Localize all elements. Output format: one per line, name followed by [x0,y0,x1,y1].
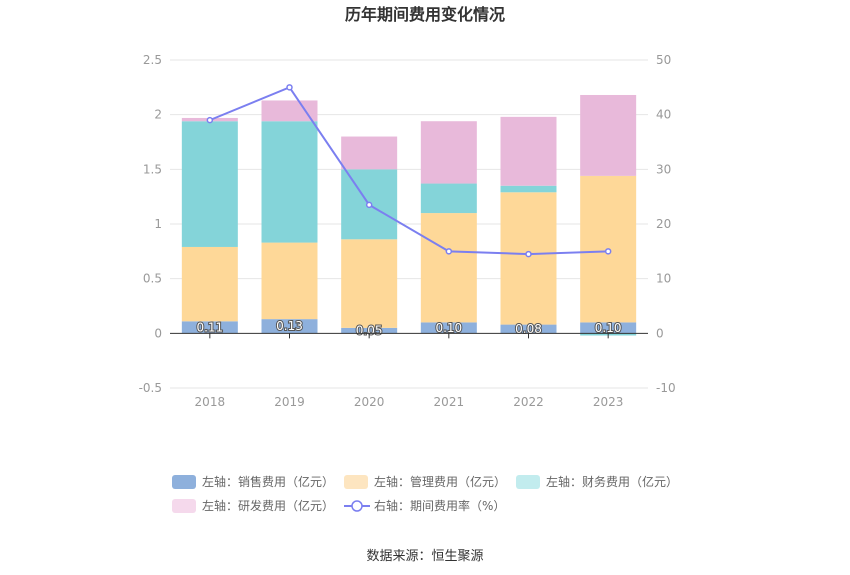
bar-2019-series-2 [261,121,318,243]
chart-title: 历年期间费用变化情况 [345,5,505,24]
legend-swatch [172,475,196,489]
x-axis-label: 2020 [354,395,385,409]
right-axis-tick: 30 [656,162,671,176]
right-axis-tick: 20 [656,217,671,231]
axis-layer: 2.5 2 1.5 1 0.5 0 -0.5 50 40 30 20 10 0 -10 2018 2019 20… [139,53,676,409]
left-axis-tick: 0 [154,326,162,340]
bar-2021-series-2 [420,183,477,214]
left-axis-tick: -0.5 [139,381,162,395]
bar-2022-series-1 [500,192,557,325]
rate-point [286,84,293,91]
legend-line-marker [351,500,363,512]
left-axis-tick: 1 [154,217,162,231]
bar-2022-series-0 [500,324,557,334]
bar-2018-series-2 [181,121,238,247]
rate-point [206,116,214,124]
labels-layer: 0.11 0.13 0.05 0.10 0.08 0.10 [195,318,622,338]
legend-label: 右轴：期间费用率（%） [374,498,505,513]
bar-2020-series-3 [341,136,398,170]
legend: 左轴：销售费用（亿元） 左轴：管理费用（亿元） 左轴：财务费用（亿元） 左轴：研发费用… [172,474,678,513]
rate-point [604,248,612,255]
bar-2019-series-0 [261,319,318,334]
legend-label: 左轴：研发费用（亿元） [202,498,334,513]
rate-point [365,201,373,209]
bar-2022-series-2 [500,185,557,193]
bar-2019-series-1 [261,242,318,320]
legend-label: 左轴：销售费用（亿元） [202,474,334,489]
bar-2019-series-3 [261,100,318,122]
data-label: 0.05 [356,324,383,338]
grid-layer [170,59,648,389]
legend-swatch [344,475,368,489]
left-axis-tick: 0.5 [143,272,162,286]
bar-2020-series-1 [341,239,398,328]
right-axis-tick: 50 [656,53,671,67]
data-label: 0.13 [276,319,303,333]
x-axis-label: 2021 [434,395,465,409]
legend-swatch [172,499,196,513]
bar-2023-series-0 [580,322,637,334]
legend-label: 左轴：管理费用（亿元） [374,474,506,489]
right-axis-tick: -10 [656,381,676,395]
data-label: 0.10 [435,321,462,335]
left-axis-tick: 2 [154,108,162,122]
rate-point [445,248,453,255]
bar-2022-series-3 [500,116,557,186]
rate-line [209,86,609,256]
bar-2018-series-0 [181,321,238,334]
x-axis-label: 2019 [274,395,305,409]
right-axis-tick: 40 [656,108,671,122]
x-axis-label: 2023 [593,395,624,409]
bars-layer [181,94,637,336]
right-axis-tick: 0 [656,326,664,340]
left-axis-tick: 2.5 [143,53,162,67]
legend-swatch [516,475,540,489]
bar-2023-series-3 [580,94,637,176]
right-axis-tick: 10 [656,272,671,286]
bar-2020-series-0 [341,327,398,334]
bar-2018-series-1 [181,246,238,322]
bar-2021-series-1 [420,213,477,323]
bar-2021-series-3 [420,121,477,184]
data-label: 0.10 [595,321,622,335]
data-label: 0.11 [196,320,223,334]
x-axis-label: 2022 [513,395,544,409]
line-layer [206,84,612,258]
bar-2021-series-0 [420,322,477,334]
rate-point [525,250,532,258]
left-axis-tick: 1.5 [143,162,162,176]
x-axis-label: 2018 [195,395,226,409]
legend-label: 左轴：财务费用（亿元） [546,474,678,489]
source-text: 数据来源：恒生聚源 [366,549,483,564]
